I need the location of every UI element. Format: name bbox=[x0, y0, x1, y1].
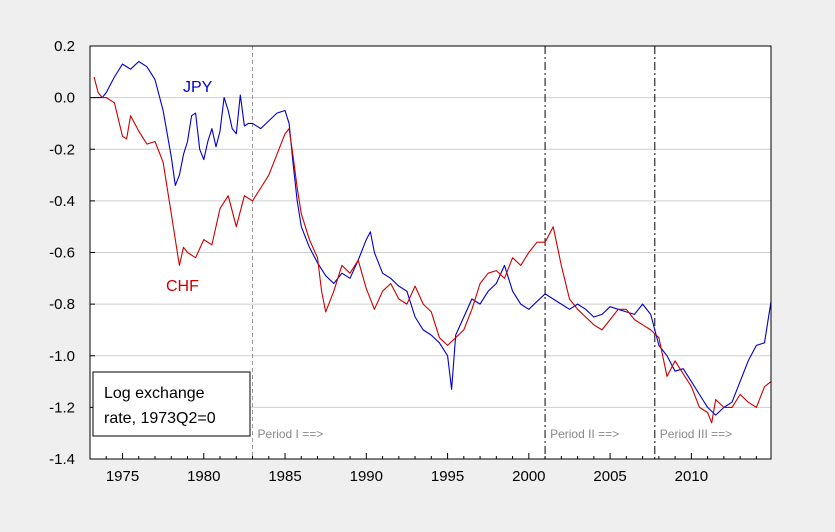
y-tick-label: -0.6 bbox=[49, 245, 75, 262]
series-lines bbox=[93, 60, 772, 424]
y-tick-label: 0.2 bbox=[54, 38, 75, 55]
legend-box: Log exchange rate, 1973Q2=0 bbox=[92, 371, 251, 437]
x-tick-label: 2005 bbox=[593, 468, 626, 485]
y-tick-label: 0.0 bbox=[54, 90, 75, 107]
x-tick-label: 1980 bbox=[187, 468, 220, 485]
x-tick-label: 1985 bbox=[268, 468, 301, 485]
period-label: Period III ==> bbox=[660, 427, 732, 441]
period-label: Period II ==> bbox=[550, 427, 619, 441]
x-tick-label: 1990 bbox=[350, 468, 383, 485]
y-tick-label: -0.8 bbox=[49, 296, 75, 313]
gridlines bbox=[90, 97, 771, 408]
x-tick-label: 2010 bbox=[675, 468, 708, 485]
series-line-jpy bbox=[94, 60, 772, 416]
x-tick-label: 1975 bbox=[106, 468, 139, 485]
legend-box-frame bbox=[92, 371, 251, 437]
legend-line-2: rate, 1973Q2=0 bbox=[104, 410, 216, 427]
series-label-chf: CHF bbox=[166, 278, 199, 295]
y-tick-label: -1.4 bbox=[49, 451, 75, 468]
x-tick-label: 1995 bbox=[431, 468, 464, 485]
series-label-jpy-text: JPY bbox=[183, 79, 213, 96]
series-label-chf-text: CHF bbox=[166, 278, 199, 295]
period-label: Period I ==> bbox=[258, 427, 324, 441]
axes: 0.2 0.0 -0.2 -0.4 -0.6 -0.8 -1.0 -1.2 -1.4 1975 19… bbox=[49, 38, 757, 485]
y-tick-label: -1.2 bbox=[49, 399, 75, 416]
series-line-chf bbox=[93, 76, 772, 424]
y-tick-label: -0.2 bbox=[49, 141, 75, 158]
series-label-jpy: JPY bbox=[183, 79, 213, 96]
y-tick-label: -1.0 bbox=[49, 348, 75, 365]
legend-line-1: Log exchange bbox=[104, 385, 205, 402]
x-tick-label: 2000 bbox=[512, 468, 545, 485]
period-lines: Period I ==> Period II ==> Period III ==> bbox=[252, 46, 732, 459]
y-tick-label: -0.4 bbox=[49, 193, 75, 210]
